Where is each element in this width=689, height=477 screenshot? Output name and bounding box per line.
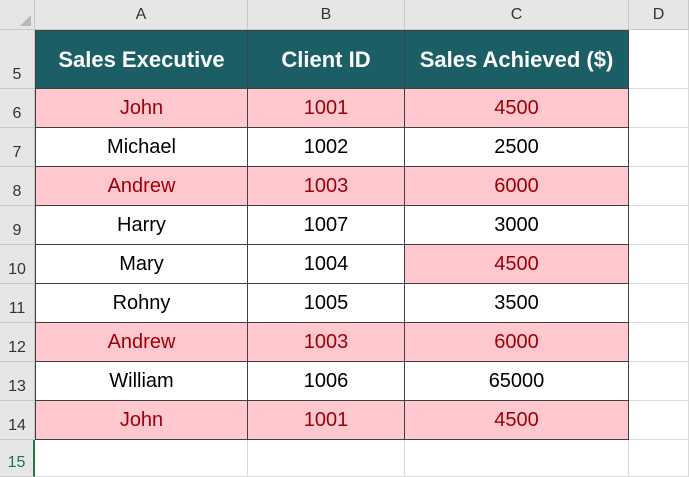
column-header-a[interactable]: A — [35, 0, 248, 30]
cell-sales-executive[interactable]: Michael — [35, 128, 248, 167]
cell-sales-executive[interactable]: Andrew — [35, 323, 248, 362]
cell-sales-achieved[interactable]: 3000 — [405, 206, 629, 245]
cell-sales-executive[interactable]: Andrew — [35, 167, 248, 206]
cell-sales-executive[interactable]: Rohny — [35, 284, 248, 323]
cell-sales-executive[interactable]: John — [35, 89, 248, 128]
cell-c15[interactable] — [405, 440, 629, 477]
cell-sales-achieved[interactable]: 6000 — [405, 167, 629, 206]
column-header-d[interactable]: D — [629, 0, 689, 30]
cell-d15[interactable] — [629, 440, 689, 477]
column-header-c[interactable]: C — [405, 0, 629, 30]
cell-d10[interactable] — [629, 245, 689, 284]
cell-d7[interactable] — [629, 128, 689, 167]
row-header-5[interactable]: 5 — [0, 30, 35, 89]
cell-client-id[interactable]: 1001 — [248, 89, 405, 128]
row-header-15[interactable]: 15 — [0, 440, 35, 477]
cell-sales-achieved[interactable]: 4500 — [405, 245, 629, 284]
cell-sales-achieved[interactable]: 6000 — [405, 323, 629, 362]
cell-sales-executive[interactable]: Harry — [35, 206, 248, 245]
cell-sales-executive[interactable]: Mary — [35, 245, 248, 284]
cell-sales-executive[interactable]: William — [35, 362, 248, 401]
cell-sales-achieved[interactable]: 4500 — [405, 89, 629, 128]
header-sales-achieved[interactable]: Sales Achieved ($) — [405, 30, 629, 89]
row-header-9[interactable]: 9 — [0, 206, 35, 245]
row-header-6[interactable]: 6 — [0, 89, 35, 128]
cell-client-id[interactable]: 1005 — [248, 284, 405, 323]
header-client-id[interactable]: Client ID — [248, 30, 405, 89]
column-header-b[interactable]: B — [248, 0, 405, 30]
row-header-12[interactable]: 12 — [0, 323, 35, 362]
cell-client-id[interactable]: 1007 — [248, 206, 405, 245]
cell-a15[interactable] — [35, 440, 248, 477]
cell-client-id[interactable]: 1002 — [248, 128, 405, 167]
cell-client-id[interactable]: 1004 — [248, 245, 405, 284]
cell-sales-achieved[interactable]: 65000 — [405, 362, 629, 401]
row-header-10[interactable]: 10 — [0, 245, 35, 284]
header-sales-executive[interactable]: Sales Executive — [35, 30, 248, 89]
cell-d11[interactable] — [629, 284, 689, 323]
row-header-8[interactable]: 8 — [0, 167, 35, 206]
cell-d14[interactable] — [629, 401, 689, 440]
select-all-corner[interactable] — [0, 0, 35, 30]
cell-d12[interactable] — [629, 323, 689, 362]
cell-sales-achieved[interactable]: 2500 — [405, 128, 629, 167]
cell-sales-achieved[interactable]: 4500 — [405, 401, 629, 440]
cell-d6[interactable] — [629, 89, 689, 128]
cell-client-id[interactable]: 1003 — [248, 323, 405, 362]
select-all-icon — [20, 15, 31, 26]
cell-d9[interactable] — [629, 206, 689, 245]
cell-sales-executive[interactable]: John — [35, 401, 248, 440]
row-header-13[interactable]: 13 — [0, 362, 35, 401]
cell-client-id[interactable]: 1001 — [248, 401, 405, 440]
cell-b15[interactable] — [248, 440, 405, 477]
row-header-11[interactable]: 11 — [0, 284, 35, 323]
row-header-7[interactable]: 7 — [0, 128, 35, 167]
cell-d13[interactable] — [629, 362, 689, 401]
cell-client-id[interactable]: 1003 — [248, 167, 405, 206]
cell-sales-achieved[interactable]: 3500 — [405, 284, 629, 323]
row-header-14[interactable]: 14 — [0, 401, 35, 440]
cell-d5[interactable] — [629, 30, 689, 89]
cell-client-id[interactable]: 1006 — [248, 362, 405, 401]
cell-d8[interactable] — [629, 167, 689, 206]
